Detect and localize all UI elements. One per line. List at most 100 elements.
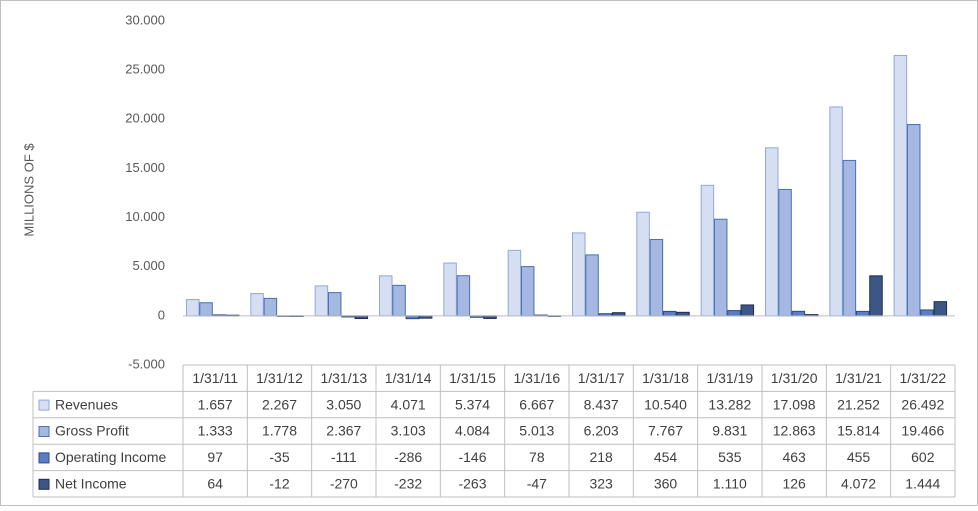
table-value: 455 — [847, 449, 871, 465]
table-value: 21.252 — [837, 396, 880, 412]
bar — [676, 311, 690, 317]
table-value: 535 — [718, 449, 742, 465]
legend-label: Gross Profit — [55, 423, 129, 439]
y-tick-label: 20.000 — [125, 111, 165, 126]
table-value: -146 — [458, 449, 486, 465]
y-tick-label: 10.000 — [125, 209, 165, 224]
x-tick-label: 1/31/19 — [706, 370, 753, 386]
bar — [314, 285, 329, 317]
table-value: -286 — [394, 449, 422, 465]
table-value: 1.333 — [198, 423, 233, 439]
table-value: -263 — [458, 476, 486, 492]
bar — [572, 232, 586, 317]
bar — [520, 266, 535, 317]
table-value: 2.367 — [326, 423, 361, 439]
table-value: 19.466 — [901, 423, 944, 439]
y-tick-label: 5.000 — [132, 258, 165, 273]
bar — [327, 292, 342, 317]
x-tick-label: 1/31/21 — [835, 370, 882, 386]
bar — [740, 304, 755, 317]
table-value: 15.814 — [837, 423, 880, 439]
table-value: -111 — [331, 449, 357, 465]
table-value: 454 — [654, 449, 678, 465]
bar — [700, 184, 715, 317]
legend-swatch — [38, 426, 50, 437]
table-value: 360 — [654, 476, 678, 492]
x-tick-label: 1/31/22 — [899, 370, 946, 386]
table-value: 1.657 — [198, 396, 233, 412]
x-tick-label: 1/31/16 — [513, 370, 560, 386]
bar — [250, 293, 264, 317]
y-tick-label: 30.000 — [125, 12, 165, 27]
x-tick-label: 1/31/14 — [385, 370, 432, 386]
bar — [855, 310, 870, 317]
table-value: 8.437 — [584, 396, 619, 412]
table-value: 4.084 — [455, 423, 490, 439]
table-value: 3.103 — [391, 423, 426, 439]
table-value: 323 — [589, 476, 613, 492]
bar — [765, 147, 779, 317]
table-value: 4.072 — [841, 476, 876, 492]
table-value: -35 — [269, 449, 289, 465]
table-value: 1.444 — [905, 476, 940, 492]
bar — [791, 310, 806, 317]
legend-swatch — [38, 399, 50, 411]
table-value: 126 — [782, 476, 806, 492]
bar — [662, 310, 677, 317]
x-tick-label: 1/31/20 — [771, 370, 818, 386]
table-value: 97 — [207, 449, 223, 465]
table-value: 10.540 — [644, 396, 687, 412]
table-value: 3.050 — [326, 396, 361, 412]
table-value: 4.071 — [391, 396, 426, 412]
bar — [920, 309, 934, 317]
bar — [713, 218, 728, 317]
table-value: 5.374 — [455, 396, 490, 412]
legend-label: Operating Income — [55, 449, 166, 465]
bar — [263, 297, 278, 317]
y-tick-label: 0 — [158, 307, 165, 322]
table-value: -12 — [269, 476, 289, 492]
bar — [842, 159, 857, 317]
table-value: -270 — [330, 476, 358, 492]
y-tick-label: 25.000 — [125, 62, 165, 77]
legend-label: Revenues — [55, 396, 118, 412]
bar — [379, 275, 393, 317]
x-tick-label: 1/31/18 — [642, 370, 689, 386]
x-tick-label: 1/31/17 — [578, 370, 625, 386]
bar — [933, 301, 948, 317]
table-value: 7.767 — [648, 423, 683, 439]
table-value: -232 — [394, 476, 422, 492]
x-tick-label: 1/31/12 — [256, 370, 303, 386]
x-tick-label: 1/31/11 — [192, 370, 238, 386]
bar — [585, 254, 599, 317]
bar — [906, 124, 921, 317]
bar — [199, 302, 213, 317]
table-value: -47 — [527, 476, 547, 492]
y-axis-title: MILLIONS OF $ — [21, 143, 36, 237]
table-value: 1.110 — [713, 476, 747, 492]
bar — [636, 211, 650, 317]
table-value: 6.203 — [584, 423, 619, 439]
table-value: 17.098 — [773, 396, 816, 412]
legend-swatch — [38, 478, 50, 490]
table-value: 13.282 — [708, 396, 751, 412]
bar — [649, 239, 664, 317]
table-value: 463 — [782, 449, 806, 465]
table-value: 78 — [529, 449, 545, 465]
table-value: 602 — [911, 449, 935, 465]
bar — [893, 54, 908, 317]
table-value: 2.267 — [262, 396, 297, 412]
legend-swatch — [38, 452, 50, 464]
y-tick-label: -5.000 — [128, 356, 165, 371]
table-value: 6.667 — [519, 396, 554, 412]
table-value: 12.863 — [773, 423, 816, 439]
y-tick-label: 15.000 — [125, 160, 165, 175]
bar — [829, 106, 843, 317]
bar — [456, 275, 471, 317]
table-value: 26.492 — [901, 396, 944, 412]
bar — [392, 284, 406, 317]
table-value: 218 — [589, 449, 613, 465]
table-value: 64 — [207, 476, 223, 492]
